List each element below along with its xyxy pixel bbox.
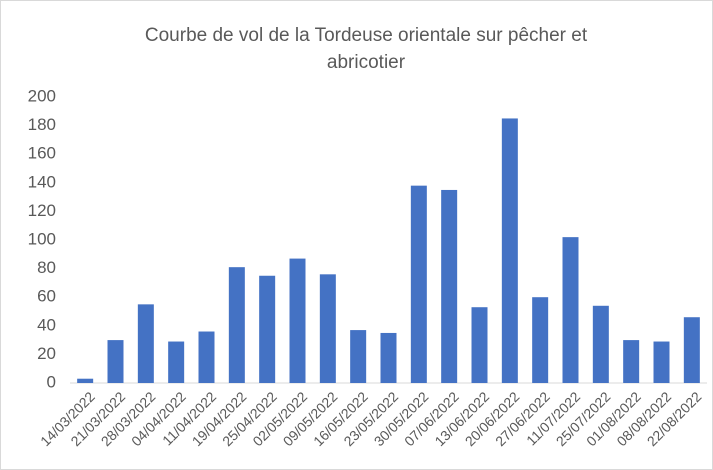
bar [289, 258, 306, 383]
bar [471, 307, 488, 383]
bar [259, 275, 276, 383]
bar [168, 341, 185, 383]
bar [683, 317, 700, 383]
bar [653, 341, 670, 383]
bar [137, 304, 154, 383]
bar [319, 274, 336, 383]
bar [107, 340, 124, 383]
bar [380, 332, 397, 383]
y-tick-label: 20 [37, 344, 56, 363]
bar [410, 185, 427, 383]
y-tick-label: 140 [28, 172, 56, 191]
y-tick-label: 200 [28, 86, 56, 105]
bar [592, 305, 609, 383]
y-tick-label: 160 [28, 144, 56, 163]
y-tick-label: 40 [37, 315, 56, 334]
bar [350, 330, 367, 383]
bar [198, 331, 215, 383]
y-tick-label: 60 [37, 287, 56, 306]
y-tick-label: 80 [37, 258, 56, 277]
bar [228, 267, 245, 383]
y-tick-label: 120 [28, 201, 56, 220]
bar [501, 118, 518, 383]
bar [441, 189, 458, 383]
chart-title: Courbe de vol de la Tordeuse orientale s… [144, 25, 588, 73]
y-tick-label: 0 [47, 372, 56, 391]
bar [532, 297, 549, 383]
y-tick-label: 180 [28, 115, 56, 134]
bar [623, 340, 640, 383]
bar [77, 378, 94, 383]
y-tick-label: 100 [28, 229, 56, 248]
bar [562, 237, 579, 383]
